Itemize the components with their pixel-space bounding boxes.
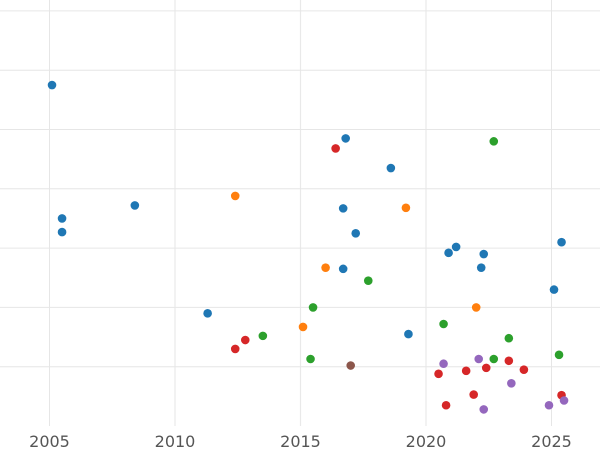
- data-point: [130, 201, 140, 210]
- data-point: [444, 248, 453, 258]
- data-point: [258, 331, 268, 341]
- data-point: [346, 361, 356, 370]
- data-point: [351, 228, 361, 238]
- data-point: [404, 329, 413, 339]
- data-point: [504, 333, 514, 343]
- x-axis-tick-labels: 2005 2010 2015 2020 2025: [29, 432, 572, 450]
- data-point: [240, 335, 250, 345]
- data-point: [386, 163, 396, 173]
- data-point: [298, 322, 308, 332]
- data-point: [474, 354, 484, 364]
- data-point: [479, 249, 489, 259]
- data-point: [507, 379, 516, 388]
- data-point: [230, 344, 240, 354]
- data-point: [57, 227, 67, 237]
- data-point: [476, 263, 486, 272]
- data-point: [441, 400, 451, 410]
- data-point: [338, 204, 348, 213]
- data-point: [557, 237, 566, 247]
- data-point: [57, 214, 67, 223]
- data-point: [47, 80, 57, 90]
- data-point: [471, 303, 481, 312]
- data-point: [549, 285, 559, 294]
- data-point: [439, 359, 448, 369]
- data-point: [481, 363, 491, 373]
- x-tick-label: 2015: [280, 432, 321, 450]
- data-point: [519, 365, 529, 374]
- data-point: [434, 369, 443, 379]
- x-tick-label: 2010: [155, 432, 196, 450]
- data-point: [341, 134, 350, 143]
- data-point: [544, 400, 554, 410]
- data-point: [559, 396, 569, 405]
- data-points: [47, 80, 569, 414]
- x-tick-label: 2005: [29, 432, 70, 450]
- data-point: [439, 319, 448, 329]
- data-point: [203, 309, 212, 318]
- data-point: [489, 137, 499, 146]
- data-point: [321, 263, 330, 272]
- data-point: [451, 242, 461, 252]
- data-point: [308, 303, 318, 312]
- x-tick-label: 2025: [531, 432, 572, 450]
- data-point: [489, 354, 499, 364]
- data-point: [230, 191, 240, 201]
- data-point: [479, 405, 489, 414]
- data-point: [461, 366, 471, 376]
- data-point: [338, 264, 348, 274]
- x-tick-label: 2020: [406, 432, 447, 450]
- data-point: [331, 144, 340, 153]
- data-point: [306, 354, 315, 364]
- data-point: [401, 203, 411, 213]
- data-point: [363, 276, 373, 286]
- data-point: [504, 356, 514, 366]
- data-point: [554, 350, 564, 360]
- data-point: [469, 390, 478, 399]
- grid: [0, 0, 600, 426]
